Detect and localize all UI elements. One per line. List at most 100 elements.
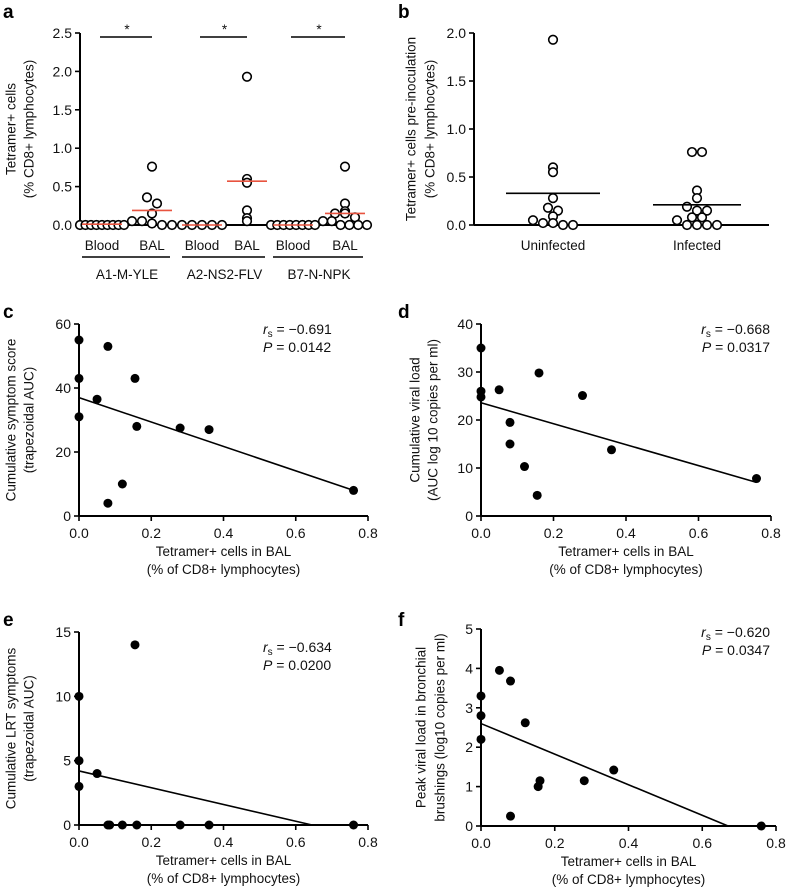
data-point [696,146,708,158]
y-tick-label: 20 [55,444,71,460]
y-tick-label: 60 [55,316,71,332]
panel-letter: d [398,302,410,323]
p-annotation: P = 0.0347 [702,642,770,658]
data-point [136,216,148,227]
data-point [691,193,703,204]
x-tick-label: 0.2 [544,525,564,541]
rs-subscript: s [268,647,273,658]
group-label: B7-N-NPK [287,267,350,282]
p-value: = 0.0347 [711,642,770,658]
panel-c: c 0 20 40 60 Cumulative symptom score (trapezo… [3,302,378,577]
y-axis-label: (AUC log 10 copies per ml) [426,339,441,501]
data-point [686,212,698,223]
data-point [671,215,683,226]
data-point [578,391,587,401]
p-value: = 0.0200 [272,657,331,673]
data-point [557,219,569,231]
x-tick-label: 0.6 [286,525,306,541]
x-tick-label: 0.2 [142,525,162,541]
y-tick-label: 0 [63,817,71,833]
data-point [117,820,127,830]
category-label: Blood [85,238,120,253]
y-tick-label: 0.5 [447,169,467,185]
x-axis-label: Tetramer+ cells in BAL [156,544,292,559]
data-point [103,498,113,508]
data-point [701,205,713,216]
y-axis-label: (% CD8+ lymphocytes) [22,60,37,198]
data-point [335,219,346,231]
p-symbol: P [263,339,273,355]
y-tick-label: 40 [457,316,473,332]
data-point [520,718,530,728]
data-point [130,373,140,383]
x-tick-label: 0.2 [545,835,565,851]
p-annotation: P = 0.0317 [702,339,770,355]
y-tick-label: 2.5 [53,25,73,41]
data-point [105,820,115,830]
x-tick-label: 0.0 [471,525,491,541]
p-annotation: P = 0.0200 [263,657,331,673]
significance-star: * [124,22,130,37]
panel-b: b 0.0 0.5 1.0 1.5 2.0 Tetramer+ cells pre-inoc… [398,2,769,253]
p-value: = 0.0142 [272,339,331,355]
data-point [476,392,486,402]
y-tick-label: 1.5 [447,73,467,89]
rs-symbol: r [701,624,707,640]
category-label: BAL [234,238,260,253]
x-tick-label: 0.0 [69,834,89,850]
data-point [344,219,355,231]
data-point [126,216,138,227]
y-tick-label: 1.0 [447,121,467,137]
rs-symbol: r [263,321,269,337]
y-axis-label: (trapezoidal AUC) [22,367,37,474]
panel-f: f 0 1 2 3 4 5 Peak viral load in bronchial brush… [398,610,786,887]
y-axis-label: Cumulative LRT symptoms [4,647,19,809]
y-axis-label: Tetramer+ cells pre-inoculation [404,37,419,221]
data-point [567,219,579,231]
y-tick-label: 30 [457,364,473,380]
x-tick-label: 0.6 [693,835,713,851]
data-point [476,711,486,721]
group-label: A1-M-YLE [96,267,158,282]
data-point [520,462,529,472]
panel-d: d 0 10 20 30 40 Cumulative viral load (AUC log … [398,302,781,577]
x-tick-label: 0.6 [689,525,709,541]
category-label: BAL [332,238,358,253]
data-point [476,691,486,701]
p-symbol: P [263,657,273,673]
data-point [756,821,766,831]
rs-subscript: s [706,329,711,340]
y-tick-label: 4 [465,660,473,676]
y-tick-label: 5 [63,753,71,769]
data-point [752,474,761,484]
y-tick-label: 10 [55,688,71,704]
rs-annotation: rs = −0.620 [701,624,770,643]
y-tick-label: 0.0 [447,217,467,233]
y-tick-label: 0 [63,508,71,524]
panel-letter: b [398,2,410,23]
data-point [505,439,515,449]
x-axis-label: (% of CD8+ lymphocytes) [147,562,300,577]
y-axis-label: Tetramer+ cells [4,83,19,175]
group-label: A2-NS2-FLV [187,267,263,282]
rs-value: = −0.691 [273,321,332,337]
x-axis-label: (% of CD8+ lymphocytes) [147,871,300,886]
rs-value: = −0.620 [711,624,770,640]
data-point [691,205,703,216]
y-tick-label: 0 [465,508,473,524]
data-point [711,219,723,231]
data-point [535,776,545,786]
data-point [506,676,515,686]
p-symbol: P [702,642,712,658]
x-axis-label: Tetramer+ cells in BAL [558,544,694,559]
category-label: Infected [673,238,721,253]
panel-letter: c [3,302,14,323]
y-axis-label: Cumulative symptom score [4,339,19,502]
data-point [146,208,158,219]
y-tick-label: 5 [465,621,473,637]
data-point [494,665,504,675]
x-tick-label: 0.4 [214,834,234,850]
regression-line [480,722,729,827]
data-point [241,216,253,227]
